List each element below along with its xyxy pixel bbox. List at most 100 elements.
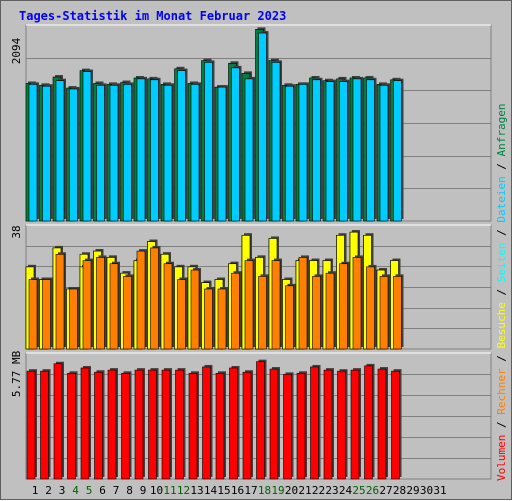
bar-dateien-day-17 [244,78,254,222]
day-label-22: 22 [312,484,325,497]
day-label-1: 1 [32,484,39,497]
legend-sep-2: / [495,349,508,369]
day-label-18: 18 [258,484,271,497]
legend-seiten: Seiten [495,243,508,283]
bar-rechner-day-10 [150,247,159,350]
legend-anfragen: Anfragen [495,103,508,156]
day-label-3: 3 [59,484,66,497]
bar-volumen-day-7 [107,369,117,480]
bar-rechner-day-4 [69,288,78,350]
day-label-13: 13 [190,484,203,497]
bar-rechner-day-9 [136,250,146,350]
bar-rechner-day-12 [177,279,186,350]
bar-volumen-day-11 [161,369,171,480]
bar-dateien-day-9 [136,78,146,222]
bar-volumen-day-23 [323,369,333,480]
bar-dateien-day-26 [366,79,375,222]
bar-dateien-day-7 [109,84,119,222]
bar-volumen-day-19 [269,368,279,480]
day-label-4: 4 [72,484,79,497]
bar-volumen-day-14 [202,366,211,480]
bar-volumen-day-5 [80,367,90,480]
bar-volumen-day-20 [283,374,292,480]
bar-volumen-day-10 [148,369,157,480]
bar-rechner-day-15 [217,288,227,350]
bar-rechner-day-8 [123,276,132,350]
day-label-9: 9 [140,484,147,497]
bar-dateien-day-24 [339,81,348,222]
day-label-25: 25 [352,484,365,497]
bar-volumen-day-1 [26,370,36,480]
day-label-21: 21 [298,484,311,497]
bar-volumen-day-12 [175,369,184,480]
bar-rechner-day-18 [258,276,267,350]
bar-volumen-day-3 [53,363,63,480]
day-label-7: 7 [113,484,120,497]
bar-dateien-day-27 [379,84,389,222]
bar-dateien-day-14 [204,62,213,222]
day-label-6: 6 [99,484,106,497]
chart-title: Tages-Statistik im Monat Februar 2023 [19,9,286,23]
bar-dateien-day-20 [285,85,294,222]
bar-volumen-day-22 [310,366,319,480]
bar-volumen-day-4 [67,372,76,480]
day-label-27: 27 [379,484,392,497]
legend: Volumen / Rechner / Besuche / Seiten / D… [495,103,508,481]
bar-volumen-day-6 [94,371,103,480]
bar-rechner-day-7 [109,263,119,350]
bar-volumen-day-9 [134,369,144,480]
bar-dateien-day-15 [217,86,227,222]
bar-dateien-day-12 [177,70,186,222]
legend-sep-4: / [495,223,508,243]
bar-dateien-day-5 [82,71,92,222]
bar-dateien-day-3 [55,80,65,222]
y-max-label-requests: 2094 [10,37,23,64]
legend-sep-1: / [495,415,508,435]
legend-volumen: Volumen [495,435,508,481]
bar-dateien-day-4 [69,88,78,222]
bar-rechner-day-22 [312,276,321,350]
bar-rechner-day-28 [393,276,402,350]
bar-rechner-day-17 [244,260,254,350]
bar-rechner-day-11 [163,263,173,350]
bar-volumen-day-24 [337,370,346,480]
bar-volumen-day-27 [377,368,387,480]
bar-rechner-day-20 [285,285,294,350]
bar-dateien-day-10 [150,79,159,222]
bar-volumen-day-21 [296,372,306,480]
bar-volumen-day-16 [229,367,238,480]
bar-rechner-day-14 [204,288,213,350]
bar-rechner-day-21 [298,257,308,350]
bar-volumen-day-25 [350,369,360,480]
day-label-11: 11 [163,484,176,497]
day-label-20: 20 [285,484,298,497]
day-label-15: 15 [217,484,230,497]
bar-dateien-day-23 [325,81,335,222]
bar-dateien-day-28 [393,80,402,222]
bar-rechner-day-25 [352,257,362,350]
bar-rechner-day-1 [28,279,38,350]
day-label-23: 23 [325,484,338,497]
bar-volumen-day-8 [121,372,130,480]
day-label-17: 17 [244,484,257,497]
day-label-16: 16 [231,484,244,497]
bar-dateien-day-19 [271,62,281,222]
day-label-19: 19 [271,484,284,497]
bar-dateien-day-2 [42,85,51,222]
bar-dateien-day-8 [123,84,132,222]
day-label-31: 31 [433,484,446,497]
bar-dateien-day-18 [258,32,267,222]
day-label-5: 5 [86,484,93,497]
bar-dateien-day-1 [28,84,38,222]
day-label-29: 29 [406,484,419,497]
bar-rechner-day-2 [42,279,51,350]
bars [25,27,404,480]
y-max-label-volume: 5.77 MB [10,350,23,397]
bar-dateien-day-11 [163,84,173,222]
bar-dateien-day-21 [298,84,308,222]
day-label-26: 26 [366,484,379,497]
day-label-12: 12 [177,484,190,497]
legend-sep-3: / [495,282,508,302]
bar-dateien-day-22 [312,79,321,222]
